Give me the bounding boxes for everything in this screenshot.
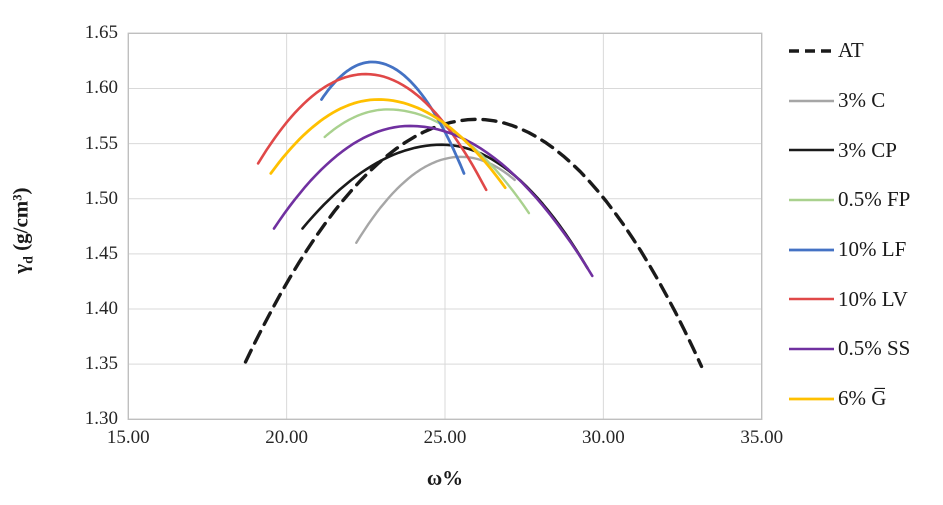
legend-line-swatch <box>789 347 834 351</box>
gamma-subscript: d <box>21 256 37 264</box>
x-tick-label: 35.00 <box>740 427 784 448</box>
y-axis-units-text: (g/cm³) <box>8 187 33 251</box>
legend-line-swatch <box>789 248 834 251</box>
y-tick-label: 1.50 <box>84 187 118 209</box>
legend-line-swatch <box>789 297 834 301</box>
series-curve-0-5-fp <box>323 108 531 215</box>
x-tick-label: 25.00 <box>423 427 467 448</box>
x-tick-label: 20.00 <box>265 427 309 448</box>
y-tick-label: 1.65 <box>84 22 118 44</box>
legend-line-swatch <box>789 148 834 152</box>
y-tick-label: 1.35 <box>84 353 118 375</box>
legend-line-swatch <box>789 99 834 102</box>
series-curve-0-5-ss <box>272 124 594 278</box>
y-tick-label: 1.40 <box>84 298 118 319</box>
legend-line-swatch <box>789 198 834 202</box>
legend-item: 6% G̅ <box>788 374 938 424</box>
plot-border <box>127 32 763 420</box>
legend-item: 0.5% SS <box>788 324 938 374</box>
y-tick-label: 1.45 <box>84 242 118 264</box>
legend-item: 3% CP <box>788 125 938 175</box>
legend-item: 10% LV <box>788 274 938 324</box>
y-tick-label: 1.30 <box>84 408 118 430</box>
legend-label: 10% LF <box>838 237 907 262</box>
series-curve-10-lv <box>256 72 488 192</box>
legend-label: 10% LV <box>838 286 908 311</box>
x-tick-label: 30.00 <box>581 427 625 448</box>
legend-label: 3% C <box>838 88 886 113</box>
legend-item: AT <box>788 26 938 76</box>
legend-line-swatch <box>789 397 834 401</box>
y-axis-title: γd (g/cm³) <box>8 136 37 326</box>
legend-item: 0.5% FP <box>788 175 938 225</box>
legend-item: 3% C <box>788 76 938 126</box>
gamma-symbol: γ <box>8 263 33 274</box>
y-tick-label: 1.55 <box>84 132 118 154</box>
legend-label: 3% CP <box>838 137 897 162</box>
x-tick-label: 15.00 <box>106 427 150 448</box>
legend-line-swatch <box>789 49 834 53</box>
series-curve-3-c <box>355 155 516 244</box>
legend: AT 3% C 3% CP 0.5% FP 10% LF 10% LV 0.5% SS 6% … <box>788 26 938 424</box>
legend-label: 0.5% SS <box>838 336 911 361</box>
legend-item: 10% LF <box>788 225 938 275</box>
series-curve-at <box>243 117 704 369</box>
series-curve-6-g- <box>269 98 507 190</box>
y-axis-units <box>8 251 32 256</box>
legend-label: 0.5% FP <box>838 187 911 212</box>
y-tick-label: 1.60 <box>84 77 118 99</box>
x-axis-title: ω% <box>426 466 464 490</box>
legend-label: 6% G̅ <box>838 386 887 411</box>
legend-label: AT <box>838 38 864 63</box>
